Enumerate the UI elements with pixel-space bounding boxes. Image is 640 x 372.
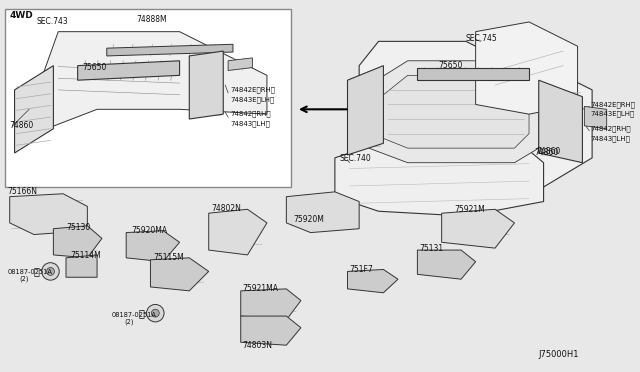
Polygon shape (15, 65, 53, 153)
Text: 75131: 75131 (419, 244, 444, 253)
Polygon shape (241, 289, 301, 320)
Polygon shape (417, 68, 529, 80)
Text: 74860: 74860 (534, 148, 558, 157)
Polygon shape (383, 76, 529, 148)
Text: 75115M: 75115M (154, 253, 184, 262)
Polygon shape (228, 58, 252, 70)
Text: (2): (2) (19, 276, 29, 282)
Text: 74860: 74860 (10, 121, 34, 130)
Text: 08187-0251A: 08187-0251A (8, 269, 52, 275)
Polygon shape (539, 80, 582, 163)
Text: (2): (2) (124, 319, 134, 325)
Text: 4WD: 4WD (10, 11, 33, 20)
Polygon shape (369, 61, 539, 163)
Polygon shape (126, 231, 180, 262)
Polygon shape (34, 32, 267, 134)
Text: 75920M: 75920M (293, 215, 324, 224)
Polygon shape (286, 192, 359, 232)
Polygon shape (442, 209, 515, 248)
Polygon shape (344, 41, 592, 197)
Polygon shape (189, 51, 223, 119)
Text: 74888M: 74888M (136, 15, 166, 23)
Text: Ⓑ: Ⓑ (34, 266, 40, 276)
Text: 08187-0251A: 08187-0251A (111, 312, 157, 318)
Text: 74802N: 74802N (212, 204, 241, 213)
Text: Ⓑ: Ⓑ (139, 308, 145, 318)
Circle shape (152, 309, 159, 317)
Polygon shape (335, 138, 543, 216)
Text: 74843E〈LH〉: 74843E〈LH〉 (590, 111, 634, 118)
Circle shape (147, 304, 164, 322)
Text: J75000H1: J75000H1 (539, 350, 579, 359)
Text: 74803N: 74803N (243, 341, 273, 350)
Text: 74842〈RH〉: 74842〈RH〉 (230, 111, 271, 118)
Polygon shape (77, 61, 180, 80)
Polygon shape (348, 269, 398, 293)
Polygon shape (53, 226, 102, 258)
Text: 75650: 75650 (83, 63, 107, 72)
Polygon shape (348, 65, 383, 155)
Text: 74842〈RH〉: 74842〈RH〉 (590, 125, 631, 132)
Text: 74843E〈LH〉: 74843E〈LH〉 (230, 96, 275, 103)
Polygon shape (10, 194, 88, 234)
Polygon shape (107, 44, 233, 56)
Text: 75921MA: 75921MA (243, 284, 278, 294)
Text: 74860: 74860 (537, 147, 561, 155)
Polygon shape (241, 316, 301, 345)
Text: 74843〈LH〉: 74843〈LH〉 (230, 121, 270, 127)
Polygon shape (584, 106, 607, 129)
Circle shape (47, 267, 54, 275)
Text: 74842E〈RH〉: 74842E〈RH〉 (590, 101, 635, 108)
Text: 74843〈LH〉: 74843〈LH〉 (590, 135, 630, 142)
Bar (5, 9, 291, 187)
Text: 751F7: 751F7 (349, 265, 373, 274)
Text: SEC.745: SEC.745 (466, 34, 498, 43)
Text: 75921M: 75921M (454, 205, 485, 214)
Polygon shape (476, 22, 577, 114)
Text: 75650: 75650 (439, 61, 463, 70)
Text: 75166N: 75166N (8, 187, 38, 196)
Text: SEC.743: SEC.743 (37, 17, 68, 26)
Text: 75920MA: 75920MA (131, 226, 167, 235)
Polygon shape (66, 255, 97, 277)
Circle shape (42, 263, 60, 280)
Polygon shape (150, 258, 209, 291)
Text: 75130: 75130 (66, 223, 90, 232)
Polygon shape (417, 250, 476, 279)
Polygon shape (209, 209, 267, 255)
Text: SEC.740: SEC.740 (340, 154, 371, 163)
Text: 75114M: 75114M (70, 251, 100, 260)
Text: 74842E〈RH〉: 74842E〈RH〉 (230, 87, 275, 93)
